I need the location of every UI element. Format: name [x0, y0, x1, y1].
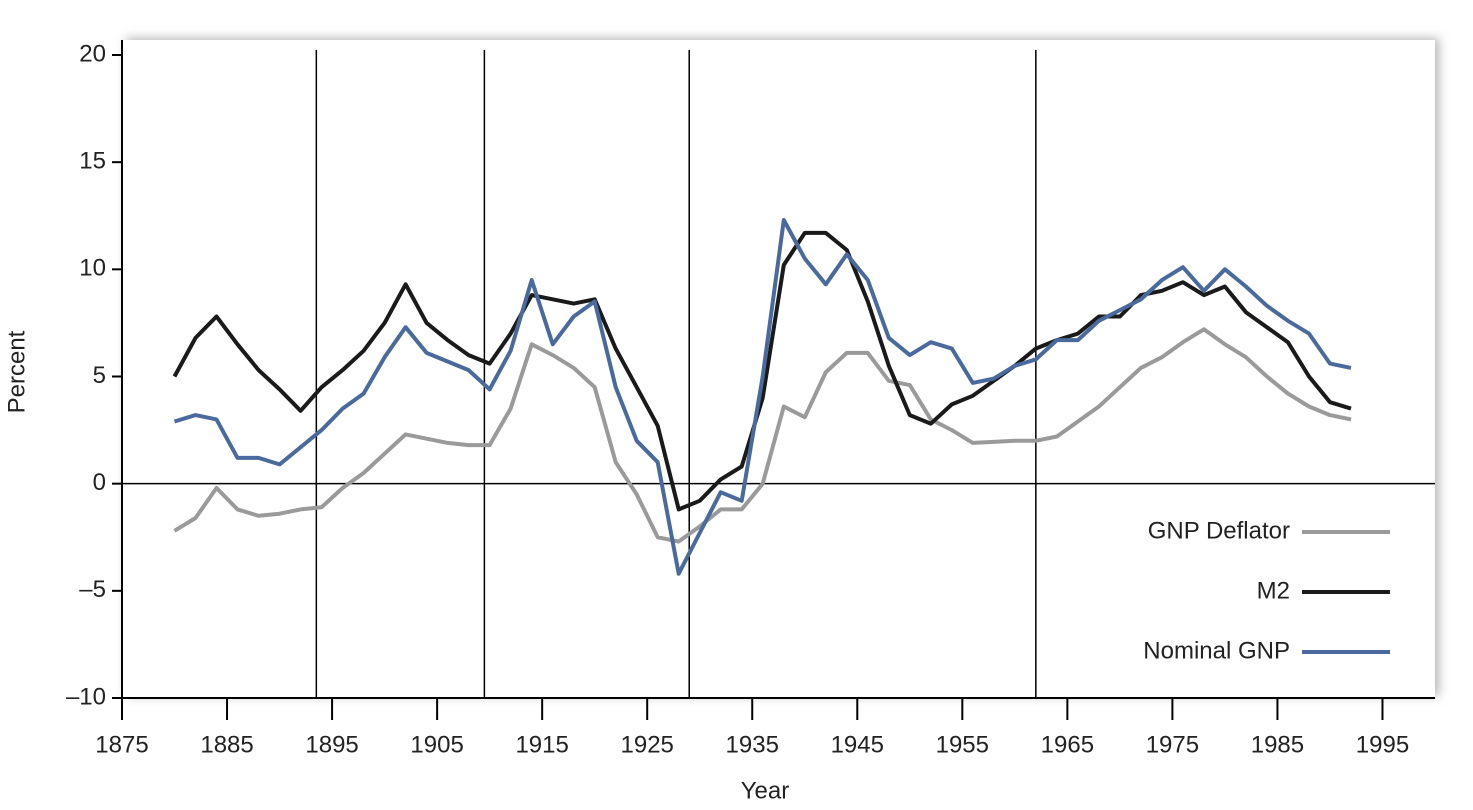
x-axis-label: Year — [741, 777, 790, 804]
x-tick-label: 1945 — [831, 731, 884, 758]
y-tick-label: 0 — [93, 469, 106, 496]
x-tick-label: 1955 — [936, 731, 989, 758]
x-tick-label: 1925 — [621, 731, 674, 758]
x-tick-label: 1935 — [726, 731, 779, 758]
legend-label: Nominal GNP — [1143, 637, 1290, 664]
y-tick-label: –10 — [66, 683, 106, 710]
y-axis-label: Percent — [3, 330, 30, 413]
x-tick-label: 1915 — [515, 731, 568, 758]
x-tick-label: 1995 — [1356, 731, 1409, 758]
legend-label: M2 — [1257, 577, 1290, 604]
plot-area — [122, 40, 1435, 698]
x-tick-label: 1985 — [1251, 731, 1304, 758]
x-tick-label: 1895 — [305, 731, 358, 758]
y-tick-label: –5 — [79, 576, 106, 603]
x-tick-label: 1905 — [410, 731, 463, 758]
x-tick-label: 1965 — [1041, 731, 1094, 758]
series-line — [173, 327, 1352, 544]
y-tick-label: 15 — [79, 148, 106, 175]
x-tick-label: 1875 — [95, 731, 148, 758]
series-line — [173, 218, 1352, 576]
series-line — [172, 230, 1352, 512]
y-tick-label: 10 — [79, 255, 106, 282]
legend-label: GNP Deflator — [1148, 517, 1290, 544]
y-tick-label: 20 — [79, 40, 106, 67]
x-tick-label: 1975 — [1146, 731, 1199, 758]
x-tick-label: 1885 — [200, 731, 253, 758]
y-tick-label: 5 — [93, 362, 106, 389]
